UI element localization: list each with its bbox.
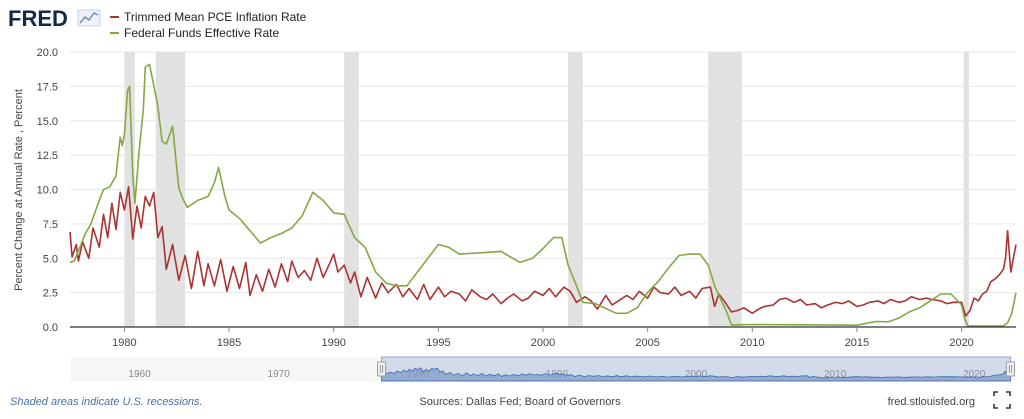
navigator-handle-grip[interactable]: [1005, 361, 1015, 377]
y-tick-label: 10.0: [37, 185, 58, 197]
navigator-tick-label: 1970: [268, 369, 291, 380]
recession-note-link[interactable]: Shaded areas indicate U.S. recessions.: [10, 396, 203, 408]
x-tick-label: 1985: [217, 337, 241, 349]
y-axis-title: Percent Change at Annual Rate , Percent: [13, 89, 25, 291]
y-tick-label: 20.0: [37, 47, 58, 59]
x-axis-ticks: 1980 1985 1990 1995 2000 2005 2010 2015 2020: [112, 327, 974, 349]
series-lines: [69, 63, 1017, 327]
y-tick-label: 2.5: [43, 288, 58, 300]
navigator-handle-left[interactable]: [377, 361, 387, 377]
x-tick-label: 2000: [531, 337, 555, 349]
fred-logo-text: FRED: [8, 6, 68, 31]
legend-label-fedfunds: Federal Funds Effective Rate: [124, 26, 280, 40]
y-tick-label: 15.0: [37, 116, 58, 128]
y-tick-label: 5.0: [43, 253, 58, 265]
legend: Trimmed Mean PCE Inflation Rate Federal …: [110, 10, 307, 40]
navigator-tick-label: 2000: [685, 369, 708, 380]
x-tick-label: 2010: [740, 337, 764, 349]
y-tick-label: 0.0: [43, 322, 58, 334]
fred-logo[interactable]: FRED: [8, 6, 101, 31]
x-tick-label: 2020: [949, 337, 973, 349]
navigator-handle-right[interactable]: [1005, 361, 1015, 377]
legend-label-inflation: Trimmed Mean PCE Inflation Rate: [124, 10, 307, 24]
series-line-federal-funds: [69, 63, 1017, 327]
grid-lines: [70, 51, 1016, 294]
sources-text: Sources: Dallas Fed; Board of Governors: [419, 396, 621, 408]
navigator[interactable]: 1960197019801990200020102020: [70, 356, 1016, 382]
x-tick-label: 1980: [112, 337, 136, 349]
y-tick-label: 7.5: [43, 219, 58, 231]
navigator-series-area: [381, 367, 1011, 382]
x-tick-label: 2005: [635, 337, 659, 349]
y-tick-label: 12.5: [37, 150, 58, 162]
series-line-trimmed-mean-pce: [69, 186, 1017, 317]
site-link[interactable]: fred.stlouisfed.org: [888, 396, 975, 408]
x-tick-label: 1990: [321, 337, 345, 349]
navigator-tick-label: 1960: [128, 369, 151, 380]
y-tick-label: 17.5: [37, 81, 58, 93]
x-tick-label: 2015: [845, 337, 869, 349]
navigator-tick-label: 2010: [824, 369, 847, 380]
navigator-tick-label: 2020: [963, 369, 986, 380]
chart-line-icon: [77, 9, 101, 27]
fullscreen-icon[interactable]: [993, 391, 1011, 409]
navigator-handle-grip[interactable]: [377, 361, 387, 377]
x-tick-label: 1995: [426, 337, 450, 349]
y-axis-ticks: 0.0 2.5 5.0 7.5 10.0 12.5 15.0 17.5 20.0: [37, 47, 58, 334]
